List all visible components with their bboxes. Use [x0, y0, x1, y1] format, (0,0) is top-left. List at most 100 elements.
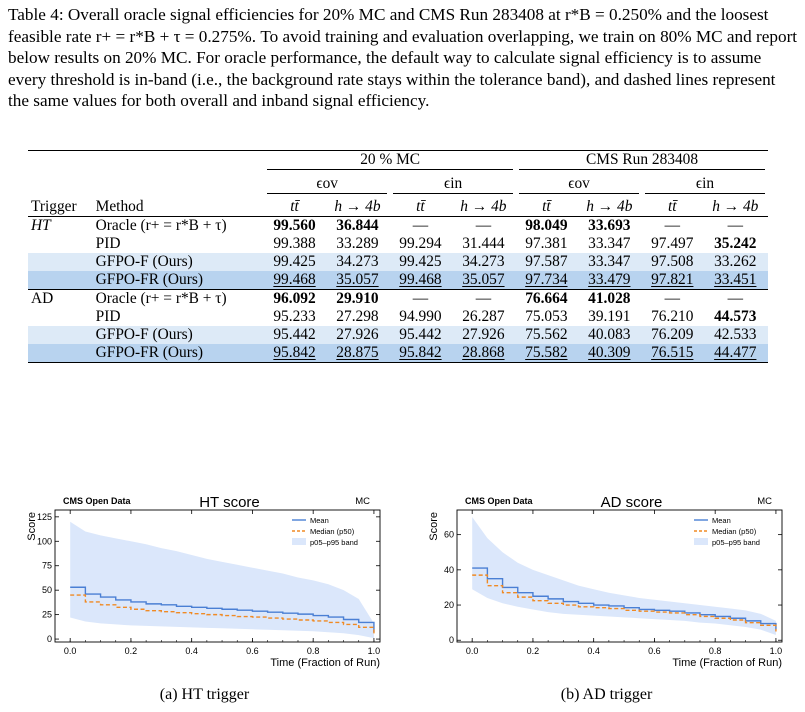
figure-caption-a: (a) HT trigger — [159, 686, 250, 703]
value-cell: 97.734 — [516, 271, 577, 290]
value-cell: 31.444 — [462, 235, 505, 252]
ht-score-chart: 0.0 0.2 0.4 0.6 0.8 1.0 0 25 50 75 100 125 Time (Fra… — [22, 485, 387, 680]
value-cell: 33.693 — [576, 216, 642, 235]
value-cell: 36.844 — [324, 216, 391, 235]
x-tick-label: 0.0 — [466, 646, 479, 656]
method-label: GFPO-FR (Ours) — [92, 344, 265, 363]
col-tt: tt̄ — [416, 198, 425, 215]
value-cell: 35.242 — [714, 235, 757, 252]
x-tick-label: 0.8 — [709, 646, 722, 656]
x-tick-label: 0.8 — [307, 646, 320, 656]
value-cell: — — [390, 289, 451, 308]
x-axis-label: Time (Fraction of Run) — [672, 657, 782, 669]
header-row-columns: Trigger Method tt̄ h → 4b tt̄ h → 4b tt̄… — [28, 198, 768, 217]
y-tick-label: 125 — [37, 512, 52, 522]
value-cell: 39.191 — [588, 308, 631, 325]
value-cell: 44.477 — [702, 344, 768, 363]
x-tick-label: 0.6 — [246, 646, 259, 656]
x-tick-label: 0.2 — [527, 646, 540, 656]
col-tt: tt̄ — [290, 198, 299, 215]
y-tick-label: 75 — [42, 561, 52, 571]
method-label: PID — [95, 308, 121, 325]
value-cell: 42.533 — [702, 326, 768, 344]
value-cell: 33.479 — [576, 271, 642, 290]
col-method: Method — [95, 198, 144, 215]
x-tick-label: 1.0 — [368, 646, 381, 656]
legend-median-label: Median (p50) — [310, 527, 355, 536]
value-cell: 44.573 — [714, 308, 757, 325]
y-tick-label: 100 — [37, 536, 52, 546]
ad-score-plot: 0.0 0.2 0.4 0.6 0.8 1.0 0 20 40 60 Time (Fraction … — [428, 494, 783, 669]
method-label: GFPO-F (Ours) — [92, 326, 265, 344]
method-label: GFPO-FR (Ours) — [92, 271, 265, 290]
value-cell: 97.497 — [651, 235, 694, 252]
value-cell: 27.926 — [450, 326, 517, 344]
col-trigger: Trigger — [31, 198, 77, 215]
value-cell: 34.273 — [324, 253, 391, 271]
value-cell: — — [450, 216, 517, 235]
value-cell: 95.842 — [390, 344, 451, 363]
value-cell: — — [702, 289, 768, 308]
value-cell: 97.587 — [516, 253, 577, 271]
mc-tag: MC — [757, 496, 772, 507]
y-tick-label: 25 — [42, 610, 52, 620]
value-cell: — — [642, 289, 703, 308]
value-cell: 95.842 — [264, 344, 325, 363]
method-label: Oracle (r+ = r*B + τ) — [92, 289, 265, 308]
value-cell: 75.562 — [516, 326, 577, 344]
header-row-groups: 20 % MC CMS Run 283408 — [28, 150, 768, 170]
value-cell: 41.028 — [576, 289, 642, 308]
value-cell: 76.515 — [642, 344, 703, 363]
col-h4b: h → 4b — [712, 198, 759, 215]
value-cell: 35.057 — [324, 271, 391, 290]
table-row: AD Oracle (r+ = r*B + τ) 96.092 29.910 —… — [28, 289, 768, 308]
legend-mean-label: Mean — [712, 516, 731, 525]
mean-line — [472, 567, 777, 630]
value-cell: 40.083 — [576, 326, 642, 344]
legend-band-label: p05–p95 band — [310, 538, 358, 547]
col-tt: tt̄ — [542, 198, 551, 215]
band-area — [70, 521, 374, 639]
value-cell: 33.347 — [576, 253, 642, 271]
table-row: GFPO-F (Ours) 99.425 34.273 99.425 34.27… — [28, 253, 768, 271]
legend-band-swatch — [694, 538, 708, 545]
col-h4b: h → 4b — [460, 198, 507, 215]
table-row: HT Oracle (r+ = r*B + τ) 99.560 36.844 —… — [28, 216, 768, 235]
median-line — [472, 574, 777, 632]
median-line — [70, 594, 375, 635]
value-cell: 94.990 — [399, 308, 442, 325]
value-cell: 97.821 — [642, 271, 703, 290]
legend-mean-label: Mean — [310, 516, 329, 525]
ht-score-plot: 0.0 0.2 0.4 0.6 0.8 1.0 0 25 50 75 100 125 Time (Fra… — [26, 494, 381, 669]
value-cell: 33.262 — [702, 253, 768, 271]
y-tick-label: 20 — [444, 600, 454, 610]
col-h4b: h → 4b — [586, 198, 633, 215]
value-cell: 76.210 — [651, 308, 694, 325]
results-table: 20 % MC CMS Run 283408 ϵov ϵin ϵov ϵin T… — [28, 150, 768, 363]
y-axis-label: Score — [428, 512, 440, 541]
band-area — [472, 517, 776, 635]
value-cell: 76.664 — [516, 289, 577, 308]
value-cell: 33.451 — [702, 271, 768, 290]
x-axis-label: Time (Fraction of Run) — [270, 657, 380, 669]
value-cell: 33.347 — [588, 235, 631, 252]
col-h4b: h → 4b — [334, 198, 381, 215]
method-label: Oracle (r+ = r*B + τ) — [92, 216, 265, 235]
group-header-mc: 20 % MC — [264, 150, 517, 170]
caption-label: Table 4: — [8, 5, 64, 24]
value-cell: — — [390, 216, 451, 235]
y-tick-label: 50 — [42, 585, 52, 595]
x-tick-label: 0.0 — [64, 646, 77, 656]
ad-score-chart: 0.0 0.2 0.4 0.6 0.8 1.0 0 20 40 60 Time (Fraction … — [424, 485, 789, 680]
value-cell: 29.910 — [324, 289, 391, 308]
table-row: GFPO-FR (Ours) 95.842 28.875 95.842 28.8… — [28, 344, 768, 363]
value-cell: 75.582 — [516, 344, 577, 363]
value-cell: 99.388 — [273, 235, 316, 252]
x-tick-label: 1.0 — [770, 646, 783, 656]
value-cell: 40.309 — [576, 344, 642, 363]
value-cell: 34.273 — [450, 253, 517, 271]
value-cell: 35.057 — [450, 271, 517, 290]
legend-band-label: p05–p95 band — [712, 538, 760, 547]
table-row: GFPO-F (Ours) 95.442 27.926 95.442 27.92… — [28, 326, 768, 344]
method-label: GFPO-F (Ours) — [92, 253, 265, 271]
